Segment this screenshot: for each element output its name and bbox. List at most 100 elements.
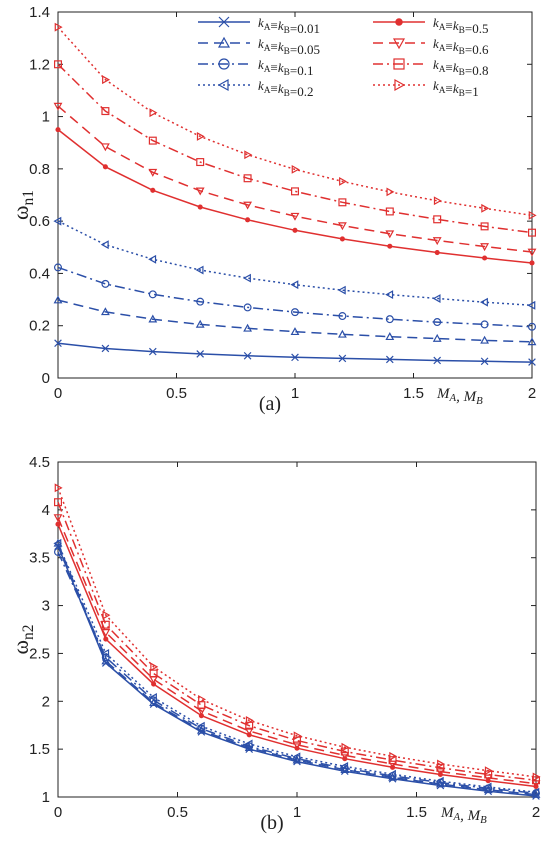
data-point [244, 727, 254, 736]
legend-marker [217, 36, 231, 48]
legend-marker [218, 16, 230, 28]
data-point [100, 240, 109, 250]
series-line-7 [57, 63, 533, 234]
data-point [102, 164, 108, 170]
data-point [385, 290, 394, 300]
data-point [437, 759, 446, 769]
x-tick-label: 1 [291, 385, 299, 402]
x-tick-label: 0 [54, 804, 62, 821]
data-point [54, 483, 63, 493]
data-point [243, 323, 253, 332]
data-point [150, 662, 159, 672]
data-point [292, 227, 298, 233]
data-point [196, 297, 205, 306]
data-point [385, 207, 394, 216]
data-point [389, 751, 398, 761]
data-point [101, 344, 110, 353]
data-point [338, 198, 347, 207]
legend-label: kA≡kB=0.01 [258, 15, 320, 36]
y-tick-label: 1.5 [29, 741, 50, 758]
data-point [387, 769, 396, 779]
data-point [100, 307, 110, 316]
data-point [291, 308, 300, 317]
y-tick-label: 1 [42, 789, 50, 806]
y-tick-label: 0.2 [29, 318, 50, 335]
data-point [480, 357, 489, 366]
y-tick-label: 1.2 [29, 56, 50, 73]
y-axis-label: ωn1 [8, 190, 37, 220]
data-point [245, 716, 254, 725]
x-axis-label: MA, MB [436, 386, 483, 407]
data-point [484, 766, 493, 776]
data-point [148, 314, 158, 323]
data-point [243, 174, 252, 183]
data-point [195, 265, 204, 275]
data-point [337, 222, 347, 231]
data-point [291, 353, 299, 362]
data-point [196, 132, 205, 141]
data-point [100, 143, 110, 152]
legend-label: kA≡kB=0.8 [433, 57, 488, 78]
data-point [53, 547, 62, 556]
data-point [53, 60, 62, 69]
data-point [53, 538, 62, 548]
data-point [479, 297, 488, 307]
legend-label: kA≡kB=0.05 [258, 36, 320, 57]
x-tick-label: 2 [528, 385, 536, 402]
data-point [531, 776, 540, 785]
data-point [198, 713, 204, 719]
data-point [243, 351, 252, 360]
data-point [432, 237, 442, 246]
data-point [340, 752, 350, 760]
data-point [102, 75, 111, 85]
data-point [341, 742, 350, 752]
data-point [101, 620, 110, 629]
legend-marker [395, 18, 403, 26]
data-point [388, 760, 398, 769]
data-point [196, 725, 206, 734]
data-point [480, 335, 490, 344]
data-point [196, 158, 205, 167]
data-point [528, 358, 536, 366]
data-point [527, 248, 537, 257]
data-point [528, 210, 537, 220]
data-point [435, 776, 444, 786]
data-point [529, 260, 535, 266]
y-tick-label: 1.4 [29, 4, 50, 21]
data-point [291, 164, 300, 174]
data-point [102, 610, 111, 620]
x-axis-label: MA, MB [440, 805, 487, 826]
data-point [151, 681, 157, 687]
data-point [55, 127, 61, 133]
data-point [290, 280, 299, 290]
data-point [340, 761, 349, 771]
data-point [483, 782, 492, 792]
data-point [531, 789, 541, 798]
series-line-8 [57, 487, 537, 778]
data-point [480, 243, 490, 252]
y-tick-label: 1 [42, 109, 50, 126]
data-point [531, 787, 540, 797]
y-tick-label: 0.4 [29, 265, 50, 282]
data-point [436, 763, 445, 772]
data-point [385, 315, 394, 324]
data-point [434, 249, 440, 256]
data-point [435, 768, 445, 777]
data-point [245, 742, 254, 751]
data-point [527, 337, 537, 346]
data-point [292, 752, 301, 762]
data-point [55, 521, 61, 527]
data-point [385, 230, 395, 239]
data-point [243, 303, 252, 312]
data-point [339, 236, 345, 242]
data-point [101, 629, 111, 638]
data-point [198, 694, 207, 704]
series-line-6 [57, 105, 533, 253]
data-point [54, 22, 63, 32]
data-point [54, 339, 62, 348]
data-point [244, 739, 253, 749]
data-point [293, 731, 302, 741]
y-tick-label: 3.5 [29, 550, 50, 567]
data-point [433, 215, 442, 224]
data-point [103, 636, 109, 642]
